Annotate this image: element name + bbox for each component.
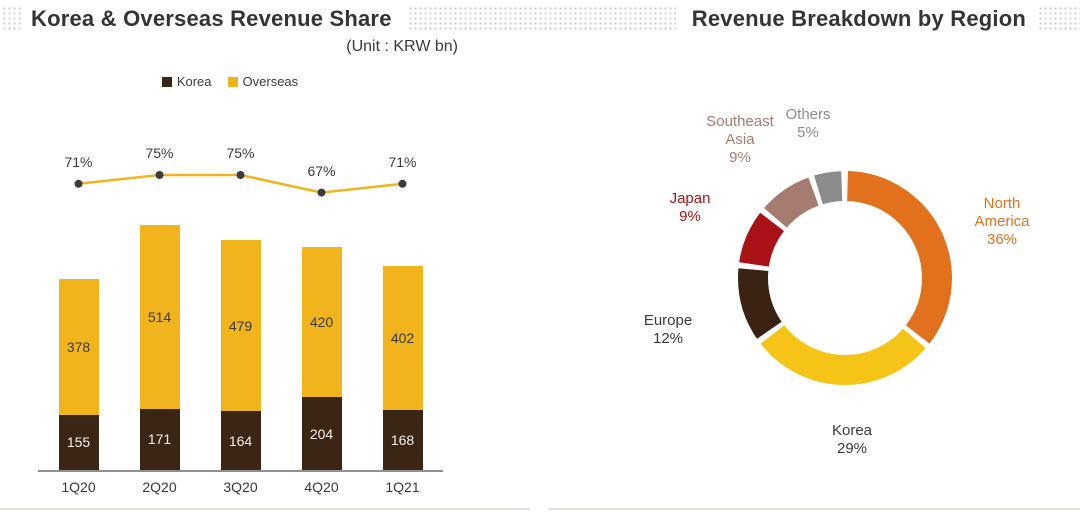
bar-segment-1q21-korea: 168: [382, 409, 423, 470]
bar-segment-3q20-overseas: 479: [220, 240, 261, 412]
x-axis-line: [38, 470, 443, 472]
bar-segment-1q20-overseas: 378: [58, 279, 99, 415]
donut-segment-europe: [738, 171, 952, 385]
bar-segment-1q20-korea: 155: [58, 414, 99, 470]
donut-label-name-others: Others: [785, 106, 831, 123]
share-pct-label-3q20: 75%: [226, 145, 255, 161]
left-chart-title: Korea & Overseas Revenue Share: [31, 6, 392, 31]
x-axis-label-4q20: 4Q20: [304, 479, 339, 495]
bar-1q20: 378 155: [58, 279, 99, 470]
donut-label-pct-japan: 9%: [679, 208, 701, 225]
bar-1q21: 402 168: [382, 266, 423, 470]
donut-label-name-north-america: North America: [974, 195, 1030, 230]
x-axis-label-1q20: 1Q20: [61, 479, 96, 495]
bottom-divider-right: [548, 508, 1080, 510]
donut-label-pct-southeast-asia: 9%: [729, 149, 751, 166]
share-line-chart: [74, 171, 407, 197]
legend-swatch-korea: [161, 76, 172, 87]
share-line-marker-2q20: [155, 171, 164, 179]
bar-4q20: 420 204: [301, 246, 342, 470]
donut-label-name-southeast-asia: Southeast Asia: [706, 113, 774, 148]
donut-label-pct-north-america: 36%: [986, 231, 1018, 248]
share-line-marker-1q20: [74, 179, 83, 188]
bar-2q20: 514 171: [139, 225, 180, 470]
bottom-divider-left: [0, 508, 530, 510]
bar-segment-1q21-overseas: 402: [382, 266, 423, 410]
bar-segment-2q20-korea: 171: [139, 408, 180, 470]
legend: Korea Overseas: [0, 74, 460, 89]
share-pct-label-1q20: 71%: [64, 153, 93, 170]
donut-label-southeast-asia: Southeast Asia 9%: [703, 113, 777, 167]
dots-decoration-right: [1038, 6, 1080, 32]
x-axis-label-3q20: 3Q20: [223, 479, 258, 495]
bar-chart: 378 155 1Q20 514 171 2Q20 479 164 3Q20 420 204 4Q20…: [38, 105, 443, 495]
share-pct-label-2q20: 75%: [145, 145, 174, 161]
donut-label-pct-korea: 29%: [836, 440, 868, 457]
x-axis-label-1q21: 1Q21: [385, 479, 420, 495]
bar-3q20: 479 164: [220, 240, 261, 470]
legend-label-korea: Korea: [176, 74, 212, 89]
donut-chart: [738, 171, 952, 385]
bar-segment-4q20-korea: 204: [301, 397, 342, 470]
donut-label-europe: Europe 12%: [623, 312, 713, 348]
legend-swatch-overseas: [227, 76, 238, 87]
share-pct-label-1q21: 71%: [388, 153, 417, 170]
bar-segment-4q20-overseas: 420: [301, 246, 342, 398]
donut-segment-korea: [738, 171, 952, 385]
donut-segment-north-america: [738, 171, 952, 385]
share-line-marker-1q21: [398, 179, 407, 188]
donut-label-others: Others 5%: [763, 106, 853, 142]
right-chart-title: Revenue Breakdown by Region: [691, 6, 1026, 31]
x-axis-label-2q20: 2Q20: [142, 479, 177, 495]
legend-label-overseas: Overseas: [242, 74, 299, 89]
donut-panel: North America 36% Korea 29% Europe 12% Japan 9%…: [540, 0, 1080, 512]
header: Korea & Overseas Revenue Share Revenue B…: [0, 6, 1080, 32]
donut-label-name-europe: Europe: [643, 312, 693, 329]
donut-label-name-korea: Korea: [831, 422, 873, 439]
share-line-marker-4q20: [317, 188, 326, 197]
donut-label-korea: Korea 29%: [807, 422, 897, 458]
legend-item-overseas: Overseas: [227, 74, 299, 89]
donut-label-name-japan: Japan: [669, 190, 711, 207]
bar-segment-3q20-korea: 164: [220, 411, 261, 470]
legend-item-korea: Korea: [161, 74, 212, 89]
share-pct-label-4q20: 67%: [307, 162, 336, 179]
unit-label: (Unit : KRW bn): [346, 38, 458, 55]
donut-label-japan: Japan 9%: [645, 190, 735, 226]
donut-label-pct-europe: 12%: [652, 330, 684, 347]
dots-decoration-middle: [407, 6, 676, 32]
dots-decoration-left: [2, 6, 22, 32]
share-line-marker-3q20: [236, 171, 245, 179]
bar-segment-2q20-overseas: 514: [139, 225, 180, 409]
donut-label-north-america: North America 36%: [963, 195, 1041, 249]
donut-label-pct-others: 5%: [797, 124, 819, 141]
